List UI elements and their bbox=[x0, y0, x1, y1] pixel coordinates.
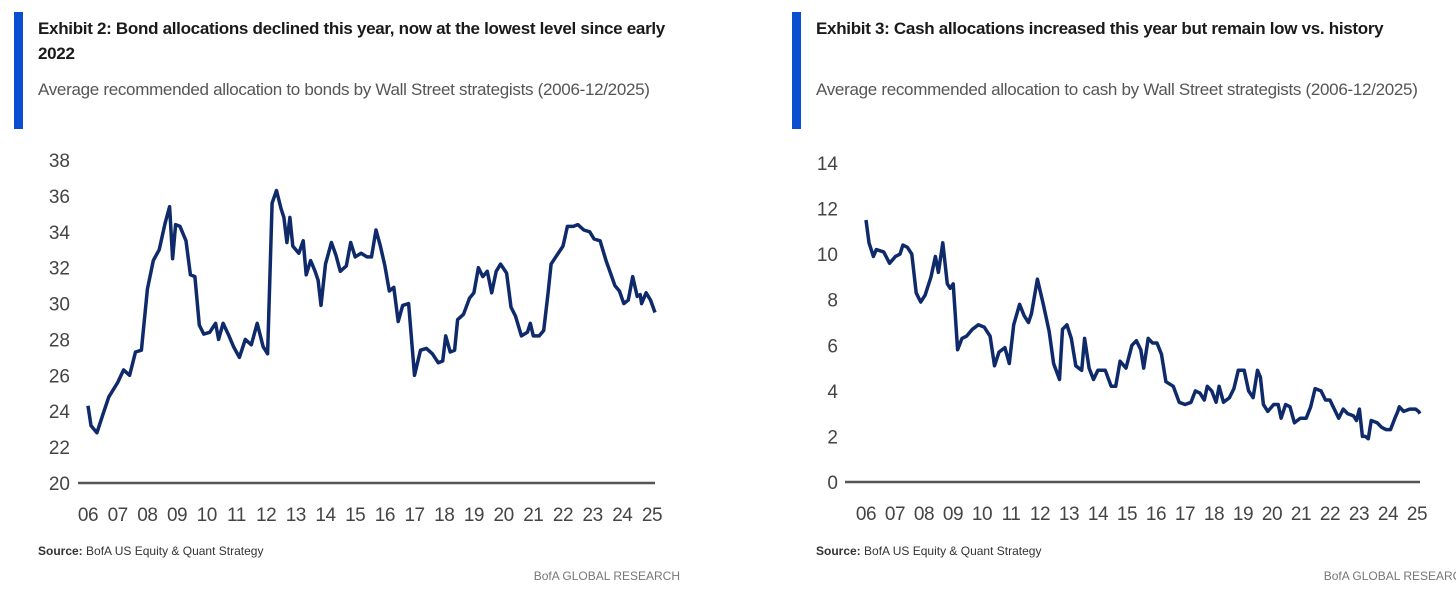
x-tick-label: 06 bbox=[78, 505, 98, 526]
source-note: Source: BofA US Equity & Quant Strategy bbox=[816, 544, 1041, 558]
brand-label: BofA GLOBAL RESEARCH bbox=[1323, 569, 1456, 583]
source-label: Source: bbox=[816, 544, 861, 558]
x-tick-label: 20 bbox=[1262, 504, 1282, 525]
exhibit-3-panel: Exhibit 3: Cash allocations increased th… bbox=[778, 0, 1456, 595]
x-tick-label: 24 bbox=[1378, 504, 1399, 525]
source-text: BofA US Equity & Quant Strategy bbox=[86, 544, 264, 558]
y-tick-label: 30 bbox=[49, 295, 70, 316]
x-tick-label: 06 bbox=[856, 504, 876, 525]
accent-bar bbox=[792, 12, 801, 129]
x-tick-label: 17 bbox=[404, 505, 424, 526]
x-tick-label: 25 bbox=[642, 505, 662, 526]
x-tick-label: 18 bbox=[1204, 504, 1224, 525]
x-tick-label: 22 bbox=[553, 505, 573, 526]
y-tick-label: 12 bbox=[817, 200, 838, 221]
y-tick-label: 38 bbox=[49, 151, 70, 172]
y-tick-label: 36 bbox=[49, 187, 70, 208]
y-tick-label: 4 bbox=[827, 382, 838, 403]
series-line bbox=[86, 188, 657, 435]
y-tick-label: 24 bbox=[49, 402, 71, 423]
x-tick-label: 21 bbox=[523, 505, 543, 526]
y-tick-label: 20 bbox=[49, 474, 70, 495]
x-tick-label: 23 bbox=[1349, 504, 1369, 525]
source-text: BofA US Equity & Quant Strategy bbox=[864, 544, 1042, 558]
y-tick-label: 32 bbox=[49, 259, 70, 280]
x-tick-label: 18 bbox=[434, 505, 454, 526]
x-tick-label: 14 bbox=[1088, 504, 1109, 525]
exhibit-2-panel: Exhibit 2: Bond allocations declined thi… bbox=[0, 0, 700, 595]
x-tick-label: 23 bbox=[583, 505, 603, 526]
x-tick-label: 22 bbox=[1320, 504, 1340, 525]
x-tick-label: 07 bbox=[885, 504, 905, 525]
y-tick-label: 22 bbox=[49, 438, 70, 459]
x-tick-label: 10 bbox=[197, 505, 217, 526]
x-tick-label: 12 bbox=[256, 505, 276, 526]
y-tick-label: 6 bbox=[827, 336, 838, 357]
y-tick-label: 0 bbox=[827, 473, 838, 494]
chart-title: Exhibit 3: Cash allocations increased th… bbox=[816, 19, 1384, 38]
x-tick-label: 16 bbox=[1146, 504, 1166, 525]
x-tick-label: 20 bbox=[494, 505, 514, 526]
y-tick-label: 14 bbox=[817, 154, 839, 175]
x-tick-label: 11 bbox=[227, 505, 246, 526]
chart-title: Exhibit 2: Bond allocations declined thi… bbox=[38, 19, 665, 63]
y-tick-label: 26 bbox=[49, 366, 70, 387]
y-tick-label: 28 bbox=[49, 330, 70, 351]
x-tick-label: 24 bbox=[612, 505, 633, 526]
x-tick-label: 13 bbox=[286, 505, 306, 526]
x-tick-label: 11 bbox=[1002, 504, 1021, 525]
x-tick-label: 10 bbox=[972, 504, 992, 525]
x-tick-label: 07 bbox=[108, 505, 128, 526]
x-tick-label: 12 bbox=[1030, 504, 1050, 525]
source-note: Source: BofA US Equity & Quant Strategy bbox=[38, 544, 263, 558]
series-line bbox=[864, 219, 1422, 441]
x-tick-label: 09 bbox=[943, 504, 963, 525]
x-tick-label: 19 bbox=[464, 505, 484, 526]
x-tick-label: 25 bbox=[1407, 504, 1427, 525]
source-label: Source: bbox=[38, 544, 83, 558]
x-tick-label: 21 bbox=[1291, 504, 1311, 525]
x-tick-label: 14 bbox=[315, 505, 336, 526]
brand-label: BofA GLOBAL RESEARCH bbox=[533, 569, 680, 583]
y-tick-label: 8 bbox=[827, 291, 838, 312]
x-tick-label: 19 bbox=[1233, 504, 1253, 525]
x-tick-label: 09 bbox=[167, 505, 187, 526]
x-tick-label: 16 bbox=[375, 505, 395, 526]
bond-allocation-chart: 20 22 24 26 28 30 32 34 36 38 06 07 08 09 10 11 12 13 14 15… bbox=[49, 151, 663, 526]
x-tick-label: 15 bbox=[345, 505, 365, 526]
x-tick-label: 08 bbox=[137, 505, 157, 526]
x-tick-label: 13 bbox=[1059, 504, 1079, 525]
x-tick-label: 08 bbox=[914, 504, 934, 525]
y-tick-label: 10 bbox=[817, 245, 838, 266]
x-tick-label: 15 bbox=[1117, 504, 1137, 525]
chart-subtitle: Average recommended allocation to cash b… bbox=[816, 80, 1418, 99]
chart-subtitle: Average recommended allocation to bonds … bbox=[38, 80, 650, 99]
x-tick-label: 17 bbox=[1175, 504, 1195, 525]
accent-bar bbox=[14, 12, 23, 129]
y-tick-label: 34 bbox=[49, 223, 71, 244]
y-tick-label: 2 bbox=[827, 427, 838, 448]
